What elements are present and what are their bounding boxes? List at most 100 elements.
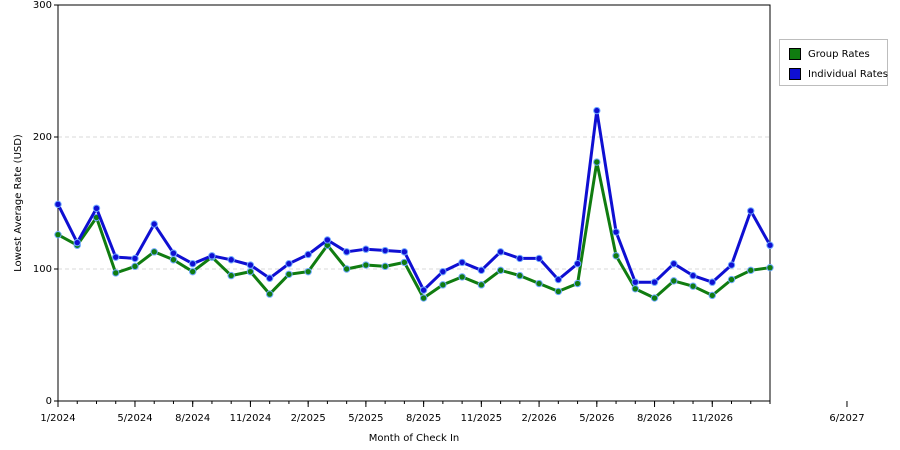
axes [54,4,848,407]
data-point [631,278,639,286]
data-point [516,254,524,263]
data-point [342,265,351,273]
data-point [285,270,293,278]
data-point [747,207,755,215]
data-point [419,294,428,302]
data-point [689,271,697,280]
data-point [246,261,255,269]
gridlines [58,136,770,270]
x-tick-label: 1/2024 [40,413,75,424]
data-point [400,258,409,267]
data-point [150,248,158,256]
data-point [573,279,582,288]
legend-item-group-rates: Group Rates [789,47,870,61]
data-point [477,266,486,275]
series-line [57,160,771,300]
data-point [727,275,736,284]
data-point [112,269,120,277]
data-point [439,267,447,276]
data-point [631,285,639,293]
data-point [535,254,543,263]
data-point [612,228,620,236]
series-line [56,109,772,292]
data-point [400,248,409,256]
data-point [727,261,736,269]
data-point [650,294,659,302]
x-tick-label: 5/2025 [348,413,383,424]
data-point [131,262,139,271]
data-point [381,246,389,255]
x-tick-label: 2/2025 [291,413,326,424]
data-point [131,254,139,263]
data-point [689,282,697,290]
data-point [150,220,158,228]
x-tick-label: 11/2026 [691,413,733,424]
data-point [304,250,312,259]
data-point [265,274,274,282]
data-point [323,236,332,244]
y-tick-label: 200 [33,132,52,143]
x-tick-label: 8/2026 [637,413,672,424]
data-point [554,275,563,284]
data-point [304,267,312,276]
x-tick-label: 8/2024 [175,413,210,424]
data-point [92,204,101,212]
data-point [285,260,293,268]
x-tick-label: 8/2025 [406,413,441,424]
data-point [496,266,505,275]
legend-label-group-rates: Group Rates [808,48,870,60]
data-point [477,281,486,289]
data-point [189,267,197,276]
data-point [747,266,755,275]
data-point [650,278,659,286]
y-axis-label: Lowest Average Rate (USD) [13,134,24,272]
x-tick-label: 11/2024 [230,413,272,424]
data-point [554,287,563,296]
series-layer [54,106,774,302]
y-tick-label: 0 [46,396,52,407]
data-point [516,271,524,280]
data-point [708,291,716,300]
data-point [342,248,351,256]
legend-label-individual-rates: Individual Rates [808,68,889,80]
y-tick-label: 300 [33,0,52,11]
data-point [458,258,466,267]
data-point [593,158,601,166]
data-point [112,253,120,261]
data-point [362,245,370,253]
y-tick-label: 100 [33,264,52,275]
legend-swatch-group-rates [789,48,801,60]
data-point [54,230,62,239]
data-point [169,249,178,257]
x-tick-label: 5/2026 [579,413,614,424]
data-point [362,261,370,269]
data-point [265,290,274,298]
data-point [419,286,428,294]
x-tick-label: 6/2027 [829,413,864,424]
data-point [73,238,81,247]
legend-swatch-individual-rates [789,68,801,80]
data-point [535,279,543,288]
data-point [246,267,255,276]
data-point [169,256,178,264]
data-point [670,260,678,268]
data-point [458,273,466,281]
data-point [708,278,716,286]
tick-labels: 0 100 200 300 1/2024 5/2024 8/2024 11/2024 2/202… [33,0,865,424]
data-point [573,260,582,268]
x-tick-label: 2/2026 [521,413,556,424]
x-axis-label: Month of Check In [369,433,460,444]
data-point [189,260,197,268]
plot-frame [57,4,771,402]
data-point [381,262,389,271]
data-point [208,252,216,260]
series-1 [54,106,774,294]
data-point [766,263,774,272]
data-point [766,241,774,249]
data-point [227,256,235,264]
data-point [593,106,601,115]
series-0 [54,158,774,302]
data-point [670,277,678,285]
data-point [54,200,62,209]
